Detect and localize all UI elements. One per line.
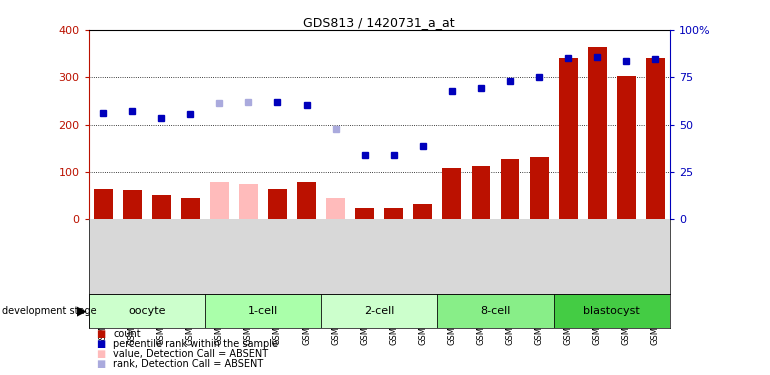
Bar (205, 294, 321, 328)
Text: count: count (113, 329, 141, 339)
Text: blastocyst: blastocyst (584, 306, 640, 316)
Bar (122, 189, 142, 219)
Text: ■: ■ (96, 359, 105, 369)
Bar (471, 166, 490, 219)
Bar (210, 183, 229, 219)
Bar (94, 189, 112, 219)
Bar (181, 198, 199, 219)
Title: GDS813 / 1420731_a_at: GDS813 / 1420731_a_at (303, 16, 455, 29)
Bar (268, 189, 287, 219)
Bar (152, 195, 171, 219)
Bar (437, 294, 554, 328)
Bar (559, 58, 578, 219)
Text: 2-cell: 2-cell (364, 306, 394, 316)
Bar (297, 183, 316, 219)
Bar (530, 157, 548, 219)
Bar (89, 294, 205, 328)
Bar (588, 46, 607, 219)
Text: value, Detection Call = ABSENT: value, Detection Call = ABSENT (113, 349, 268, 359)
Bar (384, 207, 403, 219)
Bar (617, 76, 636, 219)
Bar (554, 294, 670, 328)
Text: 8-cell: 8-cell (480, 306, 511, 316)
Text: 1-cell: 1-cell (248, 306, 278, 316)
Text: oocyte: oocyte (128, 306, 166, 316)
Bar (321, 294, 437, 328)
Bar (443, 168, 461, 219)
Bar (355, 207, 374, 219)
Text: ■: ■ (96, 349, 105, 359)
Text: development stage: development stage (2, 306, 96, 316)
Text: ■: ■ (96, 329, 105, 339)
Bar (646, 58, 665, 219)
Bar (239, 184, 258, 219)
Text: ■: ■ (96, 339, 105, 349)
Bar (413, 204, 432, 219)
Bar (500, 159, 520, 219)
Text: rank, Detection Call = ABSENT: rank, Detection Call = ABSENT (113, 359, 263, 369)
Text: ▶: ▶ (77, 305, 86, 318)
Bar (326, 198, 345, 219)
Text: percentile rank within the sample: percentile rank within the sample (113, 339, 278, 349)
